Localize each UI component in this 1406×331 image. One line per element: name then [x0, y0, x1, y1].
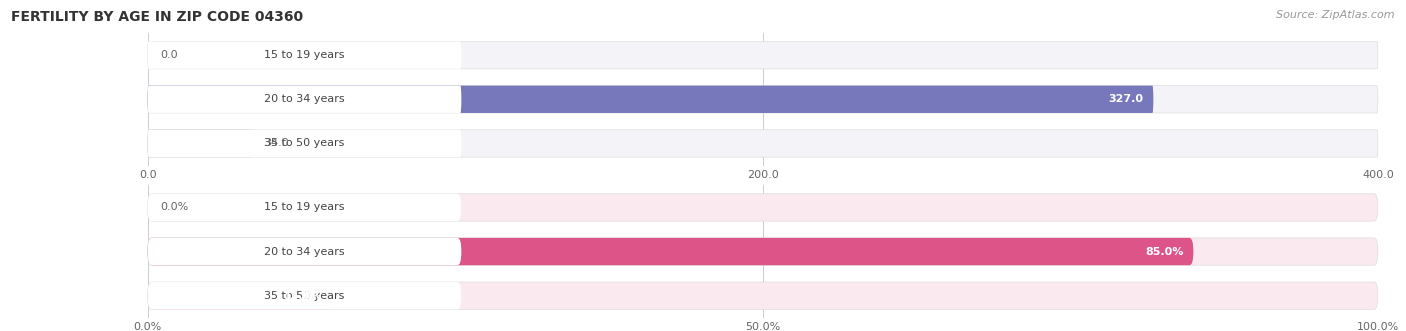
Text: 15 to 19 years: 15 to 19 years — [264, 203, 344, 213]
Text: 20 to 34 years: 20 to 34 years — [264, 247, 344, 257]
FancyBboxPatch shape — [148, 41, 1378, 69]
Text: 15 to 19 years: 15 to 19 years — [264, 50, 344, 60]
Text: 20 to 34 years: 20 to 34 years — [264, 94, 344, 104]
Text: 35 to 50 years: 35 to 50 years — [264, 138, 344, 148]
FancyBboxPatch shape — [148, 130, 461, 157]
FancyBboxPatch shape — [148, 130, 1378, 157]
FancyBboxPatch shape — [148, 238, 1378, 265]
FancyBboxPatch shape — [148, 86, 1153, 113]
FancyBboxPatch shape — [148, 86, 1378, 113]
Text: 15.0%: 15.0% — [284, 291, 322, 301]
FancyBboxPatch shape — [148, 86, 461, 113]
Text: 0.0: 0.0 — [160, 50, 177, 60]
FancyBboxPatch shape — [148, 282, 1378, 309]
FancyBboxPatch shape — [148, 238, 461, 265]
Text: 34.0: 34.0 — [264, 138, 290, 148]
Text: 327.0: 327.0 — [1108, 94, 1143, 104]
FancyBboxPatch shape — [148, 282, 461, 309]
FancyBboxPatch shape — [148, 238, 1194, 265]
FancyBboxPatch shape — [148, 130, 252, 157]
Text: 0.0%: 0.0% — [160, 203, 188, 213]
Text: FERTILITY BY AGE IN ZIP CODE 04360: FERTILITY BY AGE IN ZIP CODE 04360 — [11, 10, 304, 24]
FancyBboxPatch shape — [148, 282, 332, 309]
Text: 35 to 50 years: 35 to 50 years — [264, 291, 344, 301]
Text: Source: ZipAtlas.com: Source: ZipAtlas.com — [1277, 10, 1395, 20]
FancyBboxPatch shape — [148, 41, 461, 69]
FancyBboxPatch shape — [148, 194, 1378, 221]
Text: 85.0%: 85.0% — [1144, 247, 1184, 257]
FancyBboxPatch shape — [148, 194, 461, 221]
